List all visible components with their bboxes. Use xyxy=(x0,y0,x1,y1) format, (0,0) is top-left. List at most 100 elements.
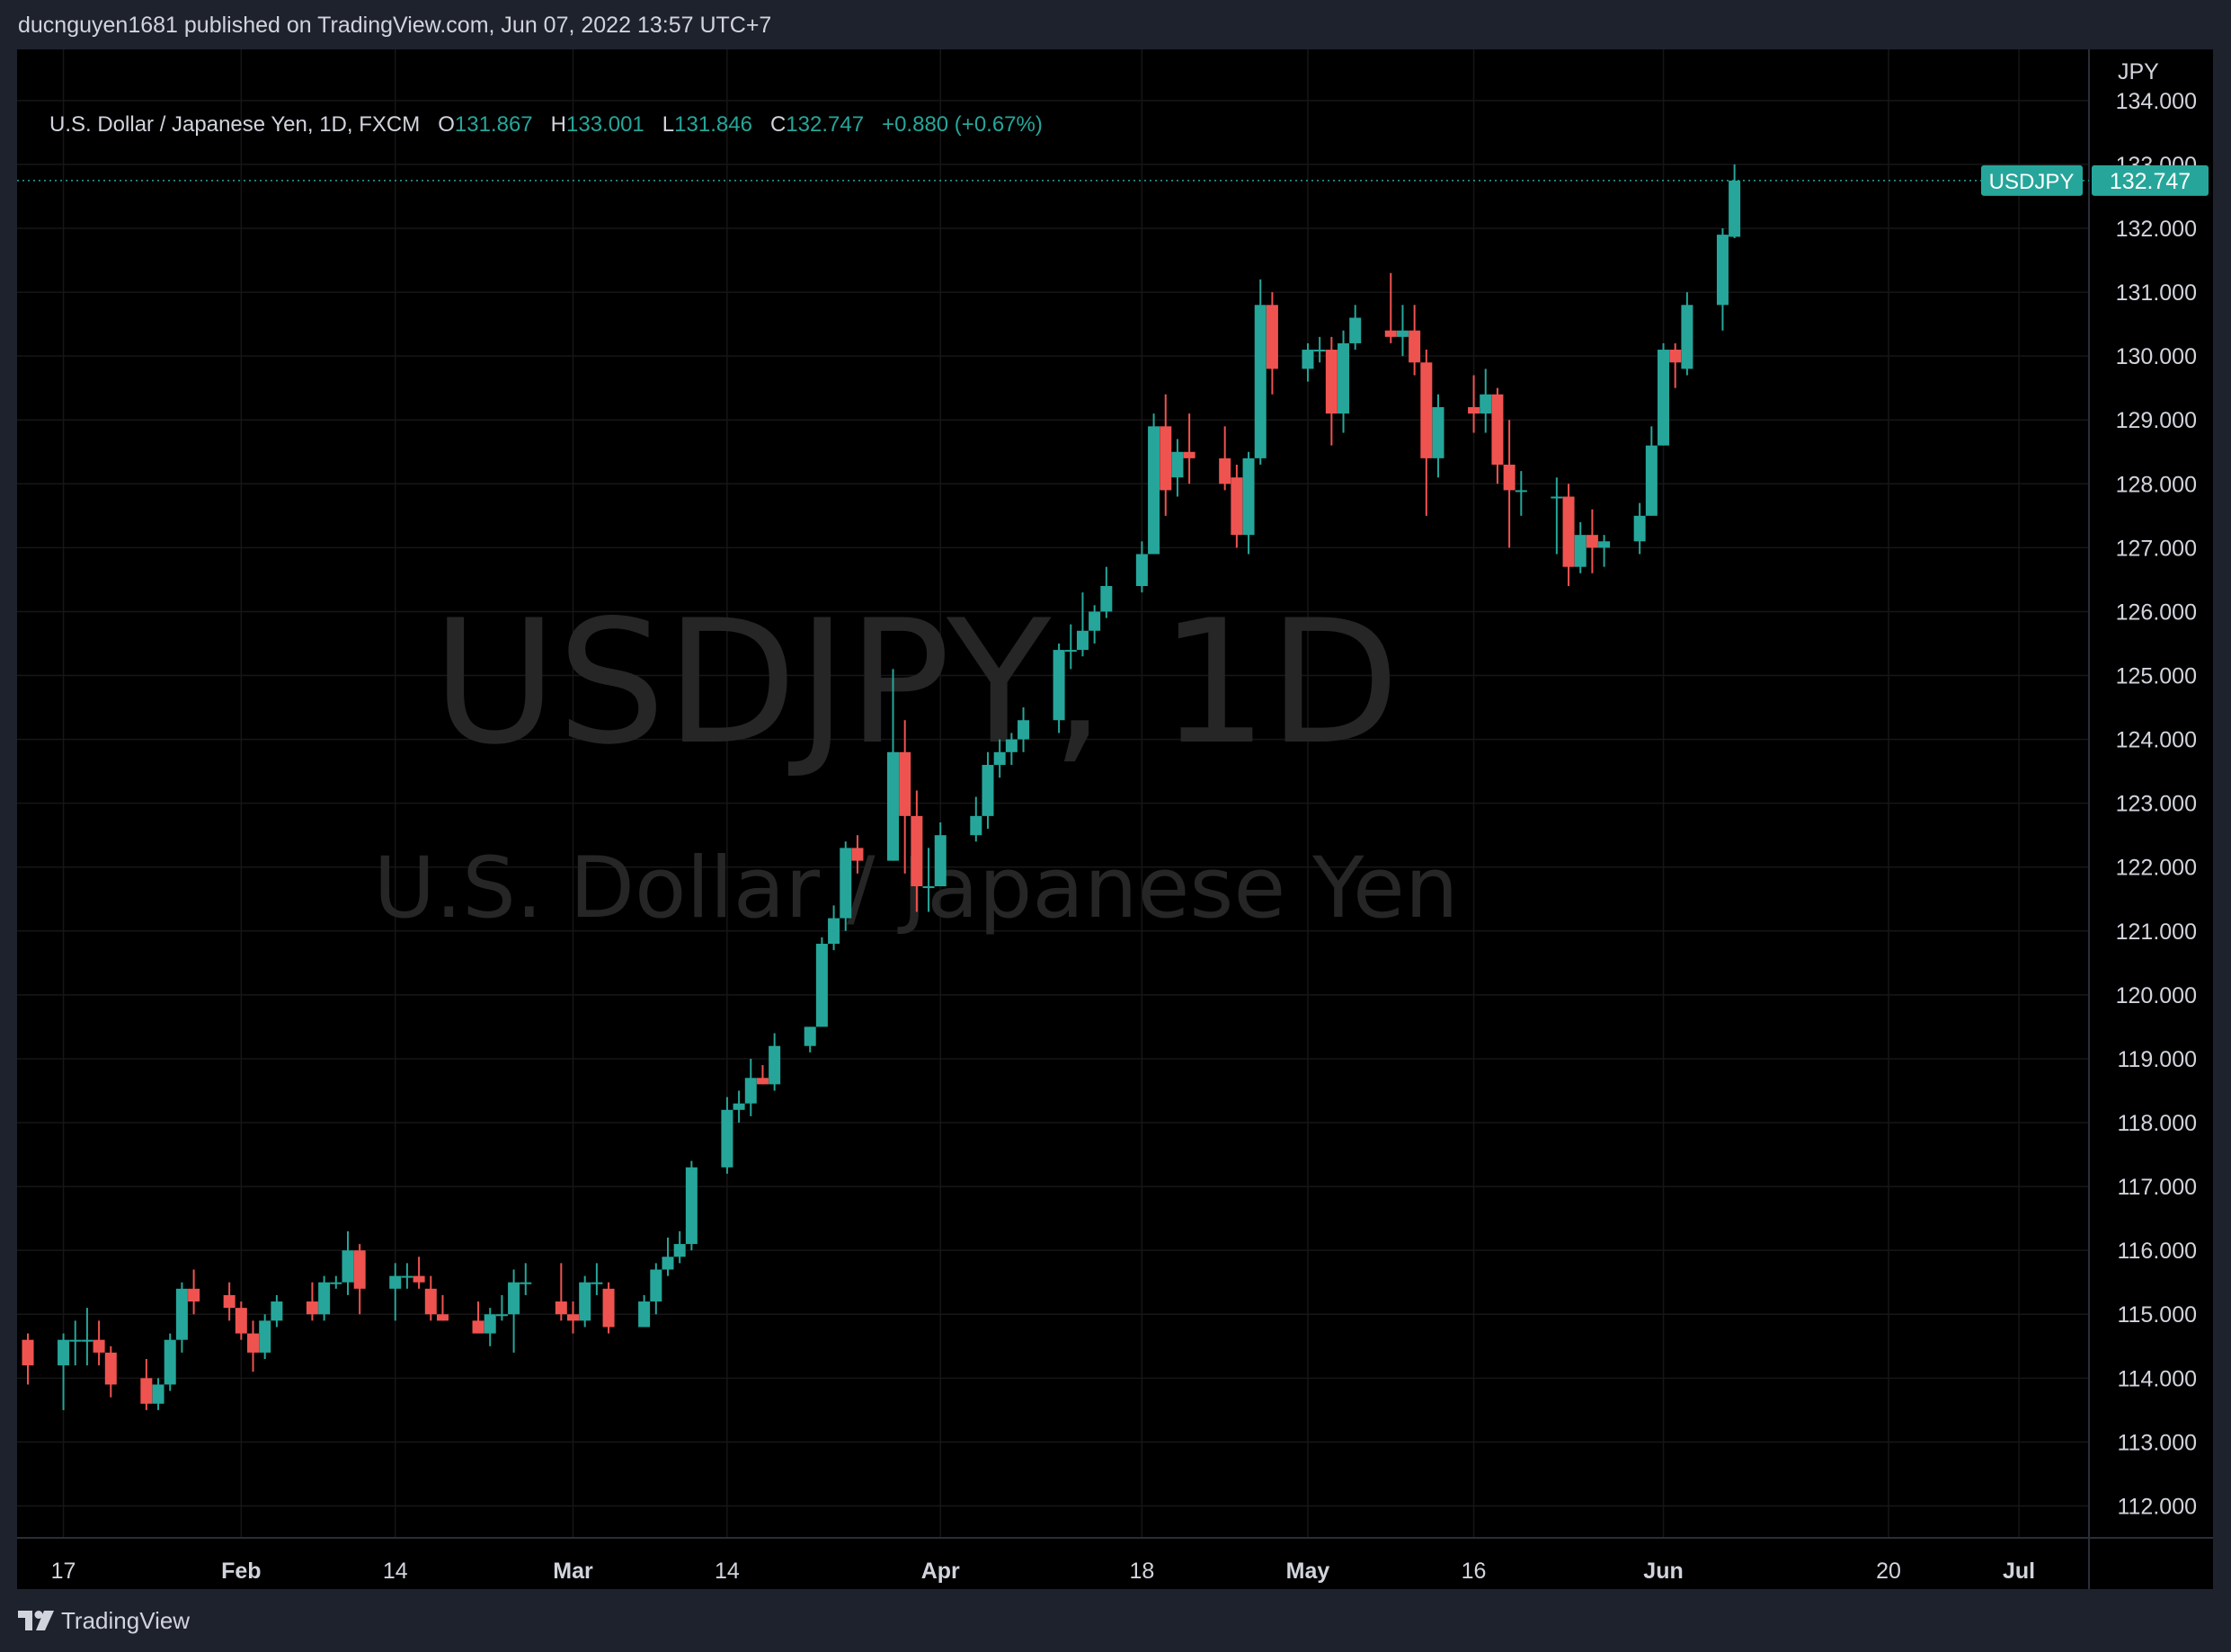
candle[interactable] xyxy=(1231,464,1243,548)
candle[interactable] xyxy=(1468,375,1480,433)
candle[interactable] xyxy=(1053,643,1065,733)
candle[interactable] xyxy=(164,1333,176,1391)
candle[interactable] xyxy=(982,751,994,830)
candle[interactable] xyxy=(1658,342,1670,446)
candle[interactable] xyxy=(769,1033,781,1091)
candle[interactable] xyxy=(22,1333,34,1385)
candle[interactable] xyxy=(318,1275,331,1321)
candle[interactable] xyxy=(306,1282,318,1321)
candle[interactable] xyxy=(495,1294,508,1321)
candle[interactable] xyxy=(1302,342,1314,382)
chart-panel[interactable]: USDJPY, 1D U.S. Dollar / Japanese Yen 11… xyxy=(17,49,2213,1589)
candle[interactable] xyxy=(1669,342,1682,388)
candle[interactable] xyxy=(1064,624,1077,670)
candle[interactable] xyxy=(934,822,947,887)
candle[interactable] xyxy=(756,1065,769,1085)
candle[interactable] xyxy=(744,1058,757,1116)
candle[interactable] xyxy=(247,1320,260,1372)
candle[interactable] xyxy=(1480,369,1492,433)
candle[interactable] xyxy=(93,1320,105,1366)
candle[interactable] xyxy=(1551,477,1563,555)
candle[interactable] xyxy=(555,1263,567,1321)
candle[interactable] xyxy=(1171,439,1184,497)
candle[interactable] xyxy=(1396,305,1409,357)
candle[interactable] xyxy=(733,1090,745,1124)
candle[interactable] xyxy=(567,1301,580,1334)
candle[interactable] xyxy=(1633,502,1646,555)
candle[interactable] xyxy=(673,1230,686,1264)
candle[interactable] xyxy=(342,1230,354,1295)
candle[interactable] xyxy=(899,720,911,874)
candle[interactable] xyxy=(1432,394,1444,478)
candle[interactable] xyxy=(721,1097,733,1174)
candle[interactable] xyxy=(579,1275,591,1328)
candle[interactable] xyxy=(484,1308,496,1346)
candle[interactable] xyxy=(1325,336,1338,446)
candle[interactable] xyxy=(828,905,840,951)
candle[interactable] xyxy=(1076,592,1089,657)
candle[interactable] xyxy=(235,1301,247,1340)
candle[interactable] xyxy=(175,1282,188,1353)
candle[interactable] xyxy=(472,1301,484,1334)
candle[interactable] xyxy=(1491,387,1504,484)
candle[interactable] xyxy=(887,669,900,861)
candle[interactable] xyxy=(1349,305,1362,351)
candle[interactable] xyxy=(1598,535,1611,567)
candle[interactable] xyxy=(259,1314,271,1359)
candle[interactable] xyxy=(1018,707,1030,752)
candle[interactable] xyxy=(424,1275,437,1321)
candle[interactable] xyxy=(1503,420,1515,548)
candle[interactable] xyxy=(1100,566,1113,618)
candle[interactable] xyxy=(401,1263,413,1289)
candle[interactable] xyxy=(1266,292,1278,395)
candle[interactable] xyxy=(520,1263,532,1295)
candle[interactable] xyxy=(1586,509,1598,573)
candle[interactable] xyxy=(922,848,935,912)
candle[interactable] xyxy=(851,835,864,874)
candle[interactable] xyxy=(1005,733,1018,766)
candle[interactable] xyxy=(140,1358,153,1410)
candle[interactable] xyxy=(970,796,982,842)
candle[interactable] xyxy=(1562,484,1575,587)
candle[interactable] xyxy=(685,1160,698,1251)
candle[interactable] xyxy=(1242,451,1255,555)
candle[interactable] xyxy=(1384,272,1397,343)
candle[interactable] xyxy=(1148,413,1160,555)
candle[interactable] xyxy=(223,1282,236,1321)
candle[interactable] xyxy=(840,841,852,931)
candle[interactable] xyxy=(1681,292,1693,376)
candle[interactable] xyxy=(69,1320,82,1366)
candle[interactable] xyxy=(1420,350,1433,516)
candle[interactable] xyxy=(1574,521,1587,573)
candle[interactable] xyxy=(638,1294,651,1328)
candle[interactable] xyxy=(650,1263,662,1315)
candle[interactable] xyxy=(81,1308,93,1366)
chart-svg[interactable]: USDJPY, 1D U.S. Dollar / Japanese Yen 11… xyxy=(17,49,2213,1589)
candle[interactable] xyxy=(993,739,1006,778)
candle[interactable] xyxy=(1729,164,1741,238)
candle[interactable] xyxy=(271,1294,283,1328)
candle[interactable] xyxy=(1409,305,1421,376)
candle[interactable] xyxy=(815,937,828,1027)
tradingview-logo[interactable]: TradingView xyxy=(18,1607,190,1634)
candle[interactable] xyxy=(1135,541,1148,593)
candle[interactable] xyxy=(1183,413,1195,484)
candle[interactable] xyxy=(591,1263,603,1295)
candle[interactable] xyxy=(804,1026,816,1052)
candle[interactable] xyxy=(188,1269,200,1315)
candle[interactable] xyxy=(1645,426,1658,516)
candle[interactable] xyxy=(662,1237,674,1276)
candle[interactable] xyxy=(58,1333,70,1410)
candle[interactable] xyxy=(602,1282,615,1334)
candle[interactable] xyxy=(911,790,923,912)
candle[interactable] xyxy=(1515,471,1527,516)
candle[interactable] xyxy=(353,1244,366,1315)
candle[interactable] xyxy=(389,1263,402,1321)
candle[interactable] xyxy=(1219,426,1231,491)
candle[interactable] xyxy=(413,1257,425,1289)
candle[interactable] xyxy=(1313,336,1326,363)
candle[interactable] xyxy=(436,1294,449,1321)
candle[interactable] xyxy=(1160,394,1172,516)
candle[interactable] xyxy=(1089,605,1101,644)
candle[interactable] xyxy=(152,1378,164,1410)
